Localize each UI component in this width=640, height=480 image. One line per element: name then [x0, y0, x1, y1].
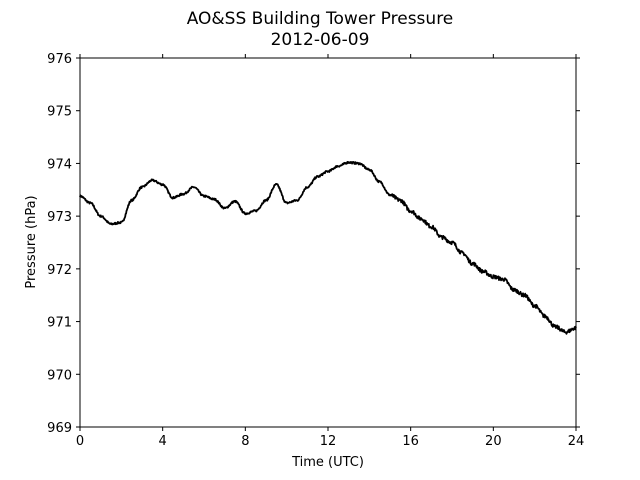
x-tick-label: 8 — [241, 434, 249, 449]
x-tick-label: 4 — [159, 434, 167, 449]
chart-title: AO&SS Building Tower Pressure — [187, 9, 454, 29]
y-tick-label: 969 — [47, 421, 72, 436]
pressure-series-line — [79, 161, 577, 335]
y-tick-label: 976 — [47, 52, 72, 67]
y-axis-label: Pressure (hPa) — [24, 195, 39, 288]
y-tick-label: 971 — [47, 316, 72, 331]
y-tick-label: 975 — [47, 105, 72, 120]
x-tick-label: 24 — [568, 434, 585, 449]
plot-area: 0 4 8 12 16 20 24 969 970 971 972 973 974 975 976 — [47, 52, 584, 449]
x-tick-label: 20 — [485, 434, 502, 449]
x-tick-label: 12 — [320, 434, 337, 449]
x-tick-label: 0 — [76, 434, 84, 449]
x-axis-label: Time (UTC) — [291, 455, 364, 470]
y-tick-label: 972 — [47, 263, 72, 278]
y-tick-label: 970 — [47, 368, 72, 383]
y-tick-label: 973 — [47, 210, 72, 225]
x-tick-label: 16 — [402, 434, 419, 449]
plot-frame — [79, 57, 577, 428]
y-tick-label: 974 — [47, 157, 72, 172]
chart-subtitle: 2012-06-09 — [271, 30, 370, 50]
